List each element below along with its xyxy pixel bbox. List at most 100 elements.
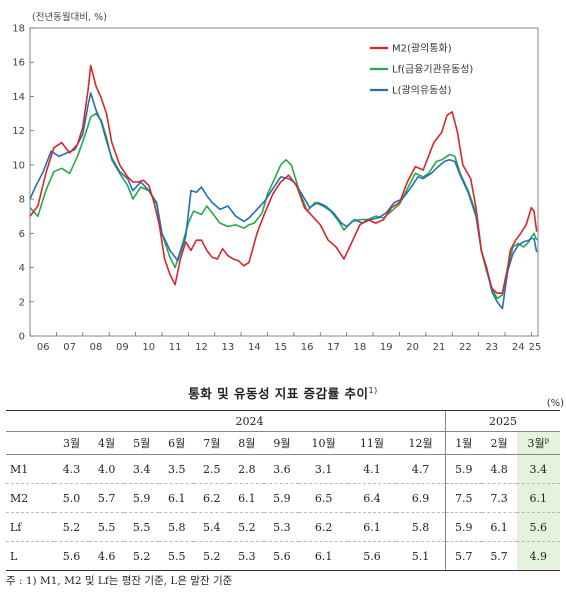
month-header-2024-1: 4월 — [89, 431, 125, 455]
table-title-footnote-mark: 1) — [368, 385, 378, 395]
table-cell: 3.6 — [264, 454, 300, 484]
table-cell: 5.6 — [347, 541, 397, 571]
y-tick-label: 4 — [19, 263, 25, 274]
table-cell: 5.5 — [159, 541, 195, 571]
table-cell: 4.3 — [54, 454, 90, 484]
table-cell: 5.6 — [54, 541, 90, 571]
y-tick-label: 16 — [12, 58, 25, 69]
table-cell: 5.0 — [54, 483, 90, 513]
month-corner-cell — [6, 431, 54, 455]
month-header-2024-3: 6월 — [159, 431, 195, 455]
y-tick-label: 8 — [19, 195, 25, 206]
series-line-0 — [29, 64, 538, 294]
row-label: M2 — [6, 483, 54, 513]
month-header-2024-4: 7월 — [194, 431, 230, 455]
table-cell: 3.4 — [124, 454, 160, 484]
table-cell: 5.5 — [89, 512, 125, 542]
x-tick-label: 11 — [169, 342, 182, 353]
table-cell: 5.7 — [89, 483, 125, 513]
month-header-2024-8: 11월 — [347, 431, 397, 455]
year-header-row: 2024 2025 — [6, 410, 560, 432]
legend-label-0: M2(광의통화) — [392, 43, 452, 55]
x-tick-label: 07 — [63, 342, 76, 353]
table-cell: 5.3 — [229, 541, 265, 571]
table-cell: 6.1 — [347, 512, 397, 542]
month-header-2025-0: 1월 — [444, 431, 482, 455]
x-tick-label: 20 — [406, 342, 419, 353]
table-cell: 5.9 — [124, 483, 160, 513]
x-tick-label: 22 — [459, 342, 472, 353]
table-cell: 5.7 — [444, 541, 482, 571]
series-line-2 — [29, 92, 538, 310]
table-cell: 4.6 — [89, 541, 125, 571]
legend-label-2: L(광의유동성) — [392, 85, 451, 97]
table-cell: 5.4 — [194, 512, 230, 542]
table-title-text: 통화 및 유동성 지표 증감률 추이 — [188, 386, 369, 401]
table-cell: 7.3 — [481, 483, 517, 513]
year-2025-header: 2025 — [444, 410, 560, 432]
legend: M2(광의통화) Lf(금융기관유동성) L(광의유동성) — [370, 43, 473, 97]
x-tick-label: 18 — [354, 342, 367, 353]
liquidity-table: 2024 2025 3월 4월 5월 6월 7월 8월 9월 10월 11월 12월 1월 2월 3월p… — [6, 410, 560, 571]
legend-label-1: Lf(금융기관유동성) — [392, 64, 473, 76]
table-cell: 6.5 — [299, 483, 348, 513]
year-2024-header: 2024 — [54, 410, 446, 432]
table-cell: 4.1 — [347, 454, 397, 484]
plot-frame — [29, 27, 539, 337]
corner-cell — [6, 410, 54, 432]
table-cell: 5.8 — [396, 512, 446, 542]
row-label: L — [6, 541, 54, 571]
x-tick-label: 19 — [380, 342, 393, 353]
table-cell: 5.2 — [124, 541, 160, 571]
y-tick-label: 14 — [12, 92, 25, 103]
row-label: Lf — [6, 512, 54, 542]
y-tick-label: 12 — [12, 126, 25, 137]
table-footnote: 주 : 1) M1, M2 및 Lf는 평잔 기준, L은 말잔 기준 — [6, 575, 233, 587]
table-cell: 3.1 — [299, 454, 348, 484]
x-tick-label: 09 — [116, 342, 129, 353]
x-tick-label: 21 — [433, 342, 446, 353]
month-header-2024-9: 12월 — [396, 431, 446, 455]
month-header-2025-2: 3월p — [516, 431, 560, 455]
month-header-2024-5: 8월 — [229, 431, 265, 455]
y-tick-label: 18 — [12, 24, 25, 35]
month-header-2024-6: 9월 — [264, 431, 300, 455]
x-tick-label: 12 — [195, 342, 208, 353]
x-tick-label: 08 — [90, 342, 103, 353]
table-row: Lf 5.2 5.5 5.5 5.8 5.4 5.2 5.3 6.2 6.1 5.8 5.9 6.1 5.… — [6, 512, 560, 542]
table-cell: 6.1 — [159, 483, 195, 513]
x-tick-label: 13 — [222, 342, 235, 353]
table-cell: 2.5 — [194, 454, 230, 484]
table-cell: 6.2 — [299, 512, 348, 542]
table-cell: 5.2 — [54, 512, 90, 542]
table-cell: 5.6 — [516, 512, 560, 542]
y-tick-label: 10 — [12, 160, 25, 171]
month-header-2024-7: 10월 — [299, 431, 348, 455]
month-header-2025-1: 2월 — [481, 431, 517, 455]
x-axis-ticks: 06 07 08 09 10 11 12 13 14 15 16 17 18 19 20 21 22 23 24 25 — [29, 332, 541, 353]
series-lines — [29, 64, 538, 310]
x-tick-label: 17 — [327, 342, 340, 353]
table-cell: 5.2 — [229, 512, 265, 542]
table-cell: 5.1 — [396, 541, 446, 571]
table-cell: 4.0 — [89, 454, 125, 484]
table-cell: 5.7 — [481, 541, 517, 571]
table-cell: 6.1 — [229, 483, 265, 513]
table-row: M1 4.3 4.0 3.4 3.5 2.5 2.8 3.6 3.1 4.1 4.7 5.9 4.8 3.… — [6, 454, 560, 484]
chart-unit-label: (전년동월대비, %) — [32, 11, 107, 23]
table-cell: 5.6 — [264, 541, 300, 571]
table-body: M1 4.3 4.0 3.4 3.5 2.5 2.8 3.6 3.1 4.1 4.7 5.9 4.8 3.… — [6, 454, 560, 571]
x-tick-label: 14 — [248, 342, 261, 353]
table-cell: 6.2 — [194, 483, 230, 513]
x-tick-label: 10 — [142, 342, 155, 353]
table-row: M2 5.0 5.7 5.9 6.1 6.2 6.1 5.9 6.5 6.4 6.9 7.5 7.3 6.… — [6, 483, 560, 513]
x-tick-label: 15 — [274, 342, 287, 353]
table-cell: 5.9 — [444, 454, 482, 484]
table-cell: 7.5 — [444, 483, 482, 513]
x-tick-label: 23 — [485, 342, 498, 353]
table-cell: 5.8 — [159, 512, 195, 542]
x-tick-label: 25 — [528, 342, 541, 353]
table-cell: 6.1 — [481, 512, 517, 542]
month-header-2024-0: 3월 — [54, 431, 90, 455]
row-label: M1 — [6, 454, 54, 484]
